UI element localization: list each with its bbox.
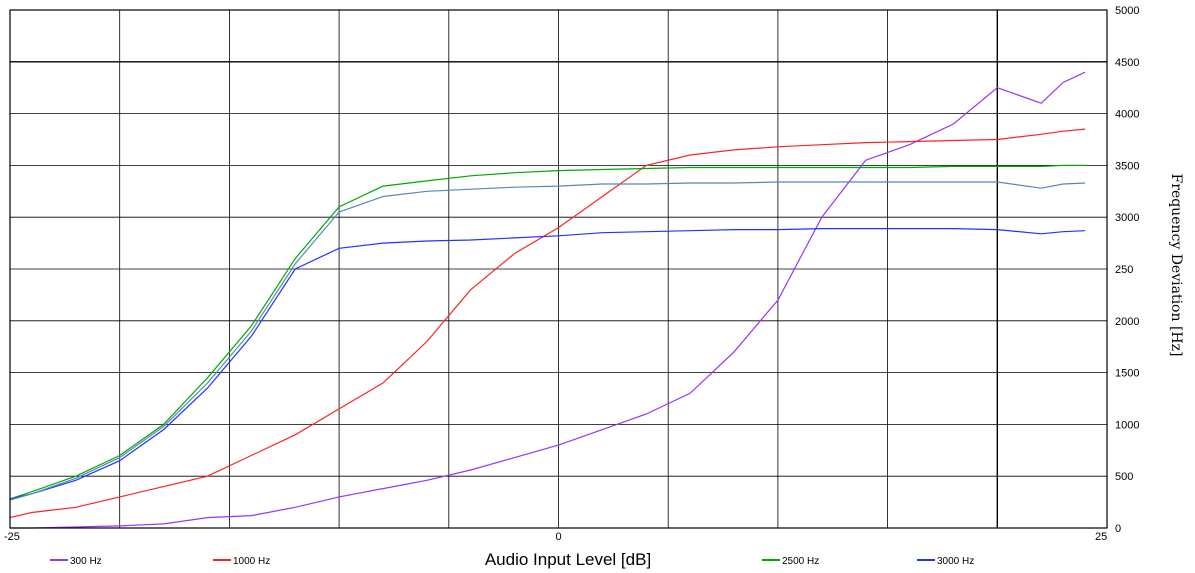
y-tick-label: 0 bbox=[1115, 523, 1121, 535]
x-tick-label: 25 bbox=[1095, 531, 1107, 543]
legend-label: 2500 Hz bbox=[782, 556, 819, 567]
y-tick-label: 4000 bbox=[1115, 109, 1139, 121]
axes: 050010001500200025030003500400045005000-… bbox=[4, 5, 1139, 543]
legend: 300 Hz 1000 Hz 2500 Hz 3000 Hz bbox=[50, 556, 974, 567]
plot-frame bbox=[9, 9, 1108, 529]
y-axis-label: Frequency Deviation [Hz] bbox=[1168, 174, 1184, 357]
legend-label: 3000 Hz bbox=[937, 556, 974, 567]
grid bbox=[9, 9, 1108, 529]
x-axis-label: Audio Input Level [dB] bbox=[485, 550, 651, 569]
y-tick-label: 2000 bbox=[1115, 316, 1139, 328]
y-tick-label: 3500 bbox=[1115, 160, 1139, 172]
y-tick-label: 250 bbox=[1115, 264, 1133, 276]
x-tick-label: -25 bbox=[4, 531, 20, 543]
series-line-3000-hz bbox=[9, 228, 1086, 500]
series-line-unnamed-4 bbox=[9, 181, 1086, 501]
legend-label: 1000 Hz bbox=[233, 556, 270, 567]
y-tick-label: 500 bbox=[1115, 471, 1133, 483]
series-line-1000-hz bbox=[9, 128, 1086, 519]
series-line-300-hz bbox=[10, 71, 1086, 529]
x-tick-label: 0 bbox=[555, 531, 561, 543]
y-tick-label: 5000 bbox=[1115, 5, 1139, 17]
y-tick-label: 3000 bbox=[1115, 212, 1139, 224]
y-tick-label: 1000 bbox=[1115, 419, 1139, 431]
series-lines bbox=[9, 71, 1086, 529]
legend-label: 300 Hz bbox=[70, 556, 102, 567]
y-tick-label: 1500 bbox=[1115, 368, 1139, 380]
series-line-2500-hz bbox=[9, 164, 1086, 500]
y-tick-label: 4500 bbox=[1115, 57, 1139, 69]
